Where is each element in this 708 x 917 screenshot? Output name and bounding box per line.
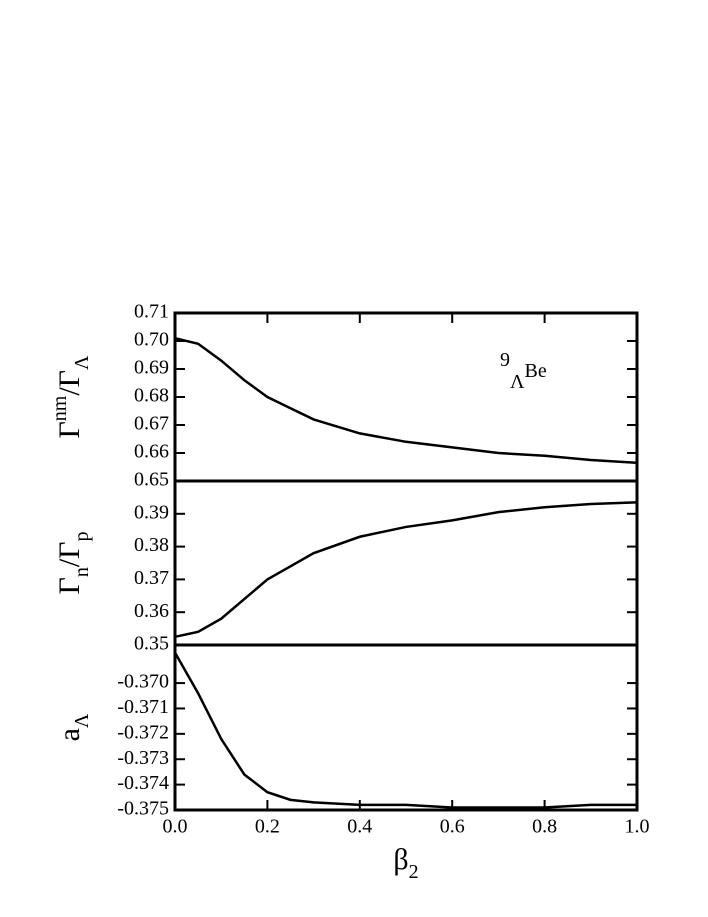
y-tick-label: 0.36: [134, 600, 169, 622]
y-axis-label: Γnm/ΓΛ: [49, 355, 93, 439]
y-tick-label: 0.71: [134, 301, 169, 323]
line: [174, 501, 638, 639]
x-tick-label: 0.2: [255, 816, 280, 838]
y-tick-label: -0.375: [117, 798, 169, 820]
y-tick-label: 0.39: [134, 501, 169, 523]
label-part: nm: [49, 395, 71, 421]
panel-frame: [173, 311, 639, 483]
label-part: p: [71, 531, 93, 541]
y-tick-label: 0.35: [134, 633, 169, 655]
y-tick-label: -0.371: [117, 696, 169, 718]
label-part: 2: [409, 861, 419, 883]
label-part: Λ: [510, 371, 525, 393]
label-part: n: [71, 567, 93, 577]
y-axis-label: aΛ: [53, 713, 93, 741]
label-part: 9: [500, 349, 510, 371]
label-part: Γ: [53, 421, 86, 438]
annotation: 9ΛBe: [500, 349, 547, 393]
y-tick-label: 0.69: [134, 357, 169, 379]
line: [173, 651, 637, 809]
label-part: /Γ: [53, 541, 86, 567]
x-tick-label: 1.0: [625, 816, 650, 838]
label-part: /Γ: [53, 370, 86, 396]
y-tick-label: 0.66: [134, 441, 169, 463]
y-tick-label: -0.372: [117, 721, 169, 743]
y-tick-label: 0.67: [134, 413, 169, 435]
y-tick-label: 0.65: [134, 469, 169, 491]
label-part: Γ: [53, 577, 86, 594]
x-tick-label: 0.6: [440, 816, 465, 838]
y-tick-label: 0.68: [134, 385, 169, 407]
label-part: Be: [525, 360, 547, 382]
y-tick-label: -0.370: [117, 671, 169, 693]
y-tick-label: -0.374: [117, 772, 169, 794]
x-tick-label: 0.0: [163, 816, 188, 838]
label-part: β: [393, 843, 408, 876]
y-tick-label: 0.37: [134, 567, 169, 589]
x-axis-label: β2: [393, 843, 418, 883]
label-part: a: [53, 728, 86, 741]
x-tick-label: 0.8: [532, 816, 557, 838]
x-tick-label: 0.4: [347, 816, 372, 838]
y-tick-label: -0.373: [117, 747, 169, 769]
line: [174, 336, 638, 465]
label-part: Λ: [71, 355, 93, 370]
label-part: Λ: [71, 713, 93, 728]
y-tick-label: 0.70: [134, 329, 169, 351]
panel-frame: [173, 643, 639, 812]
y-axis-label: Γn/Γp: [53, 531, 93, 594]
y-tick-label: 0.38: [134, 534, 169, 556]
